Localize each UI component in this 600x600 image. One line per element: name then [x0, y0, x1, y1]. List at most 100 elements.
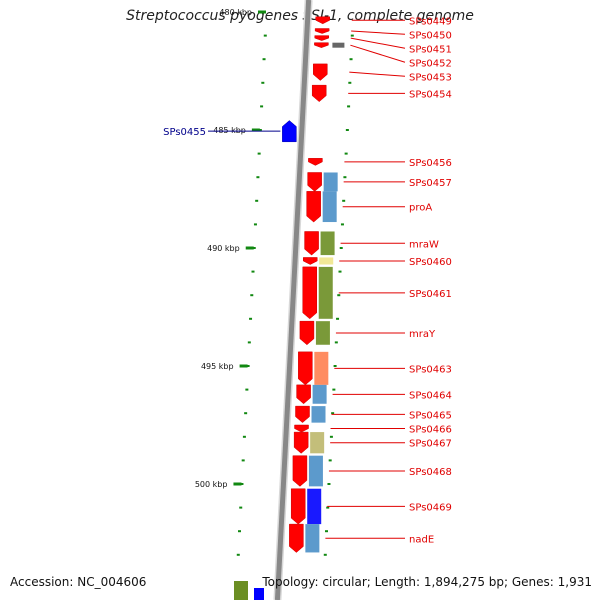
- gene-label: SPs0449: [409, 16, 452, 27]
- gene-forward: [314, 28, 330, 34]
- gene-label: SPs0453: [409, 72, 452, 83]
- gene-label: SPs0468: [409, 467, 452, 478]
- scale-tick-label: 500 kbp: [195, 480, 228, 489]
- gene-label: SPs0451: [409, 44, 452, 55]
- minor-tick-right: [333, 365, 337, 367]
- gene-forward: [295, 405, 310, 423]
- minor-tick-right: [345, 129, 349, 131]
- gene-label: SPs0469: [409, 502, 452, 513]
- minor-tick-right: [327, 483, 331, 485]
- gene-label: proA: [409, 203, 432, 214]
- minor-tick-left: [257, 152, 261, 155]
- gene-reverse: [282, 120, 297, 143]
- scale-tick-label: 495 kbp: [201, 362, 234, 371]
- gene-label: SPs0461: [409, 289, 452, 300]
- minor-tick-right: [347, 105, 351, 108]
- major-tick: [233, 482, 242, 486]
- cog-box: [319, 257, 334, 265]
- gene-label: SPs0466: [409, 425, 452, 436]
- gene-forward: [302, 257, 318, 265]
- gene-forward: [302, 266, 317, 320]
- gene-label: SPs0457: [409, 178, 452, 189]
- label-leader: [351, 30, 406, 35]
- gene-label: mraY: [409, 329, 436, 340]
- minor-tick-left: [244, 412, 248, 415]
- minor-tick-right: [349, 58, 353, 61]
- genome-summary: Topology: circular; Length: 1,894,275 bp…: [262, 575, 592, 589]
- minor-tick-left: [246, 365, 250, 367]
- gene-forward: [298, 351, 313, 386]
- minor-tick-right: [339, 247, 343, 249]
- minor-tick-right: [328, 459, 332, 462]
- label-leader: [350, 44, 406, 63]
- cog-box: [320, 231, 335, 256]
- cog-box: [308, 455, 323, 487]
- cog-box: [323, 172, 338, 192]
- minor-tick-left: [239, 506, 243, 509]
- gene-forward: [299, 320, 315, 346]
- minor-tick-left: [241, 459, 245, 462]
- minor-tick-right: [348, 81, 352, 84]
- gene-label: SPs0455: [163, 127, 206, 138]
- cog-box: [312, 384, 327, 404]
- minor-tick-left: [262, 58, 266, 61]
- minor-tick-right: [331, 412, 335, 415]
- minor-tick-right: [332, 388, 336, 391]
- minor-tick-left: [247, 341, 251, 344]
- minor-tick-left: [250, 294, 254, 297]
- gene-forward: [314, 35, 330, 41]
- gene-label: SPs0454: [409, 89, 452, 100]
- gene-forward: [314, 42, 329, 48]
- gene-label: SPs0450: [409, 30, 452, 41]
- gene-partial: [254, 588, 264, 600]
- cog-box: [307, 488, 322, 525]
- minor-tick-left: [242, 435, 246, 438]
- minor-tick-right: [343, 176, 347, 179]
- label-leader: [349, 71, 406, 77]
- minor-tick-left: [251, 270, 255, 273]
- gene-label: SPs0463: [409, 364, 452, 375]
- minor-tick-right: [325, 530, 329, 533]
- minor-tick-left: [258, 129, 262, 131]
- scale-ticks: 480 kbp 485 kbp 490 kbp 495 kbp 500 kbp: [195, 8, 354, 556]
- major-tick: [239, 364, 248, 368]
- minor-tick-right: [342, 199, 346, 202]
- scale-tick-label: 480 kbp: [219, 8, 252, 17]
- gene-partial: [234, 581, 248, 600]
- minor-tick-left: [260, 105, 264, 108]
- minor-tick-left: [238, 530, 242, 533]
- label-leader: [350, 37, 406, 49]
- minor-tick-right: [344, 152, 348, 155]
- gene-label: SPs0467: [409, 439, 452, 450]
- genome-backbone: [273, 0, 313, 600]
- cog-box: [322, 191, 337, 223]
- cog-box: [310, 432, 325, 454]
- minor-tick-right: [350, 34, 354, 37]
- scale-tick-label: 485 kbp: [213, 126, 246, 135]
- minor-tick-right: [329, 435, 333, 438]
- major-tick: [258, 10, 266, 14]
- gene-forward: [308, 158, 323, 166]
- minor-tick-left: [252, 247, 256, 249]
- major-tick: [251, 128, 260, 132]
- cog-box: [318, 266, 333, 319]
- gene-label: nadE: [409, 534, 434, 545]
- cog-box: [332, 42, 345, 48]
- gene-forward: [315, 16, 331, 25]
- gene-forward: [294, 424, 309, 433]
- gene-label: SPs0460: [409, 257, 452, 268]
- gene-forward: [306, 191, 321, 223]
- major-tick: [245, 246, 254, 250]
- scale-tick-label: 490 kbp: [207, 244, 240, 253]
- cog-track: [305, 42, 345, 553]
- minor-tick-right: [336, 317, 340, 320]
- minor-tick-left: [236, 553, 240, 556]
- minor-tick-right: [334, 341, 338, 344]
- gene-label: SPs0464: [409, 390, 452, 401]
- minor-tick-right: [323, 553, 327, 556]
- accession-text: Accession: NC_004606: [10, 575, 147, 589]
- cog-box: [314, 351, 329, 385]
- gene-forward: [296, 384, 311, 405]
- minor-tick-right: [337, 294, 341, 297]
